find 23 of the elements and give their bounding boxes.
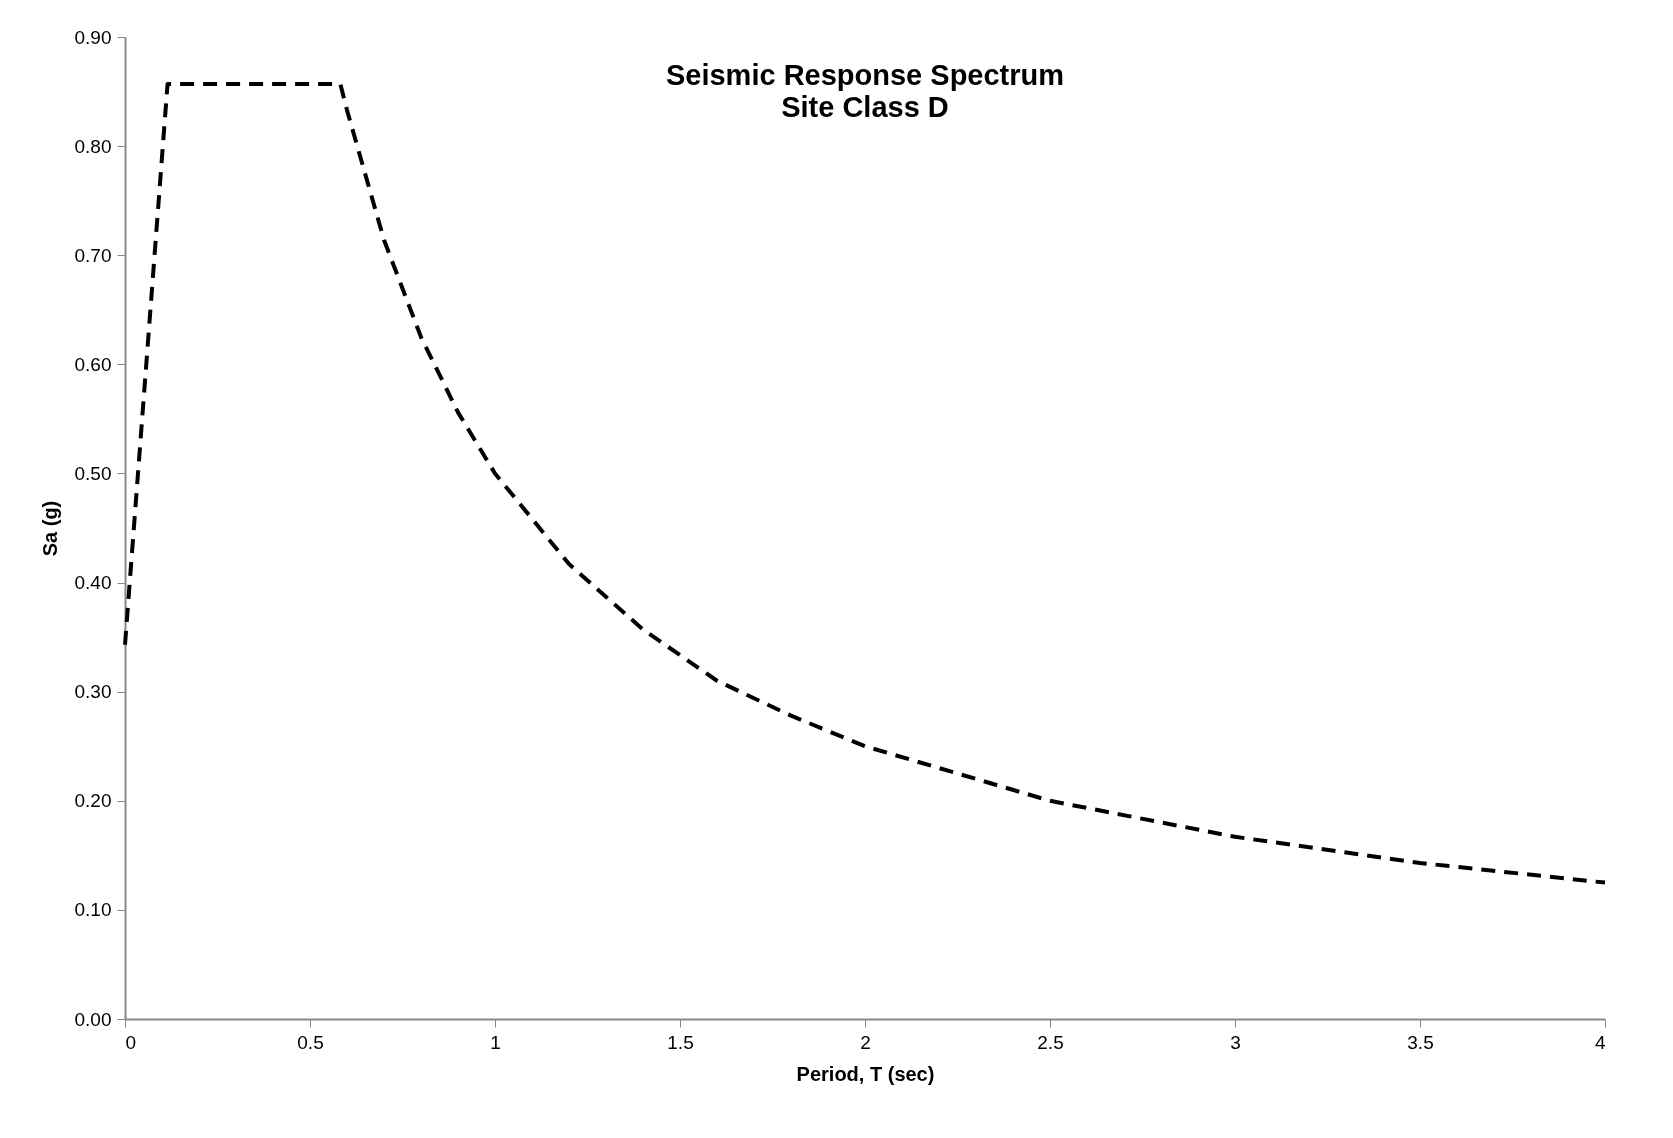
y-tick-label: 0.00: [74, 1008, 112, 1030]
y-tick-label: 0.80: [74, 135, 112, 157]
x-tick-label: 3: [1230, 1031, 1241, 1053]
y-tick-label: 0.50: [74, 462, 112, 484]
x-tick-label: 0.5: [297, 1031, 324, 1053]
x-tick-label: 1.5: [667, 1031, 694, 1053]
y-tick-label: 0.60: [74, 353, 112, 375]
x-axis-title: Period, T (sec): [796, 1062, 935, 1085]
y-tick-label: 0.70: [74, 244, 112, 266]
x-tick-label: 1: [490, 1031, 501, 1053]
x-tick-label: 4: [1594, 1031, 1606, 1053]
text: Site Class D: [781, 91, 949, 123]
x-tick-label: 3.5: [1407, 1031, 1434, 1053]
text: Seismic Response Spectrum: [665, 59, 1065, 91]
x-tick-label: 0: [125, 1031, 137, 1053]
y-tick-label: 0.90: [74, 26, 112, 48]
y-tick-label: 0.20: [74, 790, 112, 812]
y-tick-label: 0.30: [74, 681, 112, 703]
x-tick-label: 2.5: [1037, 1031, 1064, 1053]
y-tick-label: 0.10: [74, 899, 112, 921]
y-tick-label: 0.40: [74, 572, 112, 594]
x-tick-label: 2: [860, 1031, 871, 1053]
y-axis-title: Sa (g): [38, 500, 61, 557]
